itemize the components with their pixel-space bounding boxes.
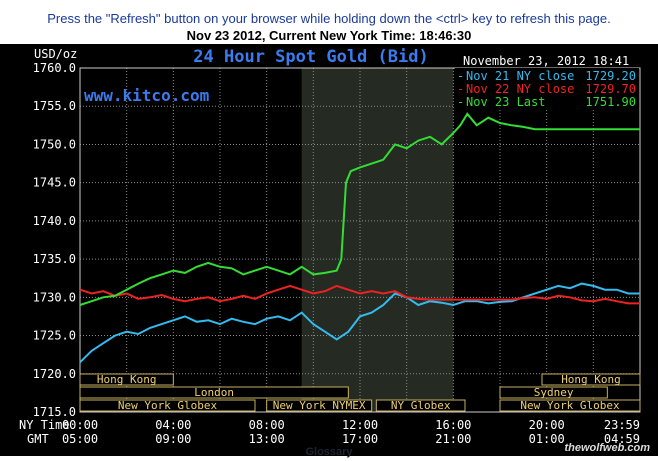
ny-time-tick: 12:00 [342, 418, 378, 432]
session-label: London [194, 386, 234, 399]
ny-time-tick: 20:00 [529, 418, 565, 432]
session-label: New York Globex [520, 399, 620, 412]
site-watermark: www.kitco.com [84, 86, 210, 105]
y-tick-label: 1725.0 [33, 329, 76, 343]
y-tick-label: 1760.0 [33, 61, 76, 75]
gmt-time-tick: 09:00 [155, 432, 191, 446]
session-band [375, 399, 466, 412]
ny-time-tick: 00:00 [62, 418, 98, 432]
legend-box [455, 68, 639, 108]
ny-time-tick: 16:00 [435, 418, 471, 432]
y-tick-label: 1715.0 [33, 405, 76, 419]
session-band [499, 399, 641, 412]
session-band [499, 386, 608, 399]
gmt-time-tick: 21:00 [435, 432, 471, 446]
legend-value: 1729.70 [585, 82, 636, 96]
session-label: Hong Kong [97, 373, 157, 386]
series-line [79, 284, 640, 305]
series-line [79, 282, 640, 364]
legend-name: Nov 22 NY close [466, 82, 574, 96]
session-band [79, 386, 349, 399]
gmt-time-tick: 01:00 [529, 432, 565, 446]
series-line [79, 112, 640, 306]
session-label: New York Globex [118, 399, 218, 412]
legend-name: Nov 21 NY close [466, 69, 574, 83]
gmt-row-label: GMT [27, 432, 49, 446]
session-band [266, 399, 373, 412]
gmt-time-tick: 04:59 [604, 432, 640, 446]
chart-title: 24 Hour Spot Gold (Bid) [193, 47, 428, 67]
session-band [541, 373, 641, 386]
ny-time-row-label: NY Time [19, 418, 70, 432]
y-tick-label: 1720.0 [33, 367, 76, 381]
glossary-link[interactable]: Glossary [305, 446, 353, 458]
y-tick-label: 1740.0 [33, 214, 76, 228]
y-tick-label: 1745.0 [33, 176, 76, 190]
ny-time-tick: 04:00 [155, 418, 191, 432]
y-axis-unit: USD/oz [34, 47, 77, 61]
y-tick-label: 1730.0 [33, 290, 76, 304]
session-label: Hong Kong [561, 373, 621, 386]
gmt-time-tick: 17:00 [342, 432, 378, 446]
legend-swatch: - [457, 82, 464, 96]
chart-timestamp: November 23, 2012 18:41 [463, 54, 629, 68]
watermark: thewolfweb.com [564, 442, 650, 454]
gold-chart: 1760.0 1755.0 1750.0 1745.0 1740.0 1735.0 1730… [0, 44, 658, 456]
session-band [79, 373, 174, 386]
gmt-time-tick: 13:00 [249, 432, 285, 446]
session-label: New York NYMEX [273, 399, 366, 412]
legend-name: Nov 23 Last [466, 95, 545, 109]
legend-swatch: - [457, 69, 464, 83]
session-band [79, 399, 256, 412]
legend-swatch: - [457, 95, 464, 109]
y-tick-label: 1755.0 [33, 99, 76, 113]
legend-value: 1729.20 [585, 69, 636, 83]
ny-session-shade [301, 68, 454, 412]
current-time: Nov 23 2012, Current New York Time: 18:4… [186, 28, 472, 43]
ny-time-tick: 08:00 [249, 418, 285, 432]
session-label: NY Globex [391, 399, 451, 412]
refresh-notice: Press the "Refresh" button on your brows… [47, 11, 611, 26]
plot-frame [79, 67, 641, 413]
legend-value: 1751.90 [585, 95, 636, 109]
y-tick-label: 1735.0 [33, 252, 76, 266]
gmt-time-tick: 05:00 [62, 432, 98, 446]
ny-time-tick: 23:59 [604, 418, 640, 432]
y-tick-label: 1750.0 [33, 137, 76, 151]
session-label: Sydney [534, 386, 574, 399]
chart-svg: 1760.0 1755.0 1750.0 1745.0 1740.0 1735.0 1730… [0, 44, 658, 456]
